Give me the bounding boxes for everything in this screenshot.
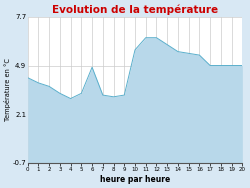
Title: Evolution de la température: Evolution de la température	[52, 4, 218, 15]
Y-axis label: Température en °C: Température en °C	[4, 58, 11, 121]
X-axis label: heure par heure: heure par heure	[100, 175, 170, 184]
